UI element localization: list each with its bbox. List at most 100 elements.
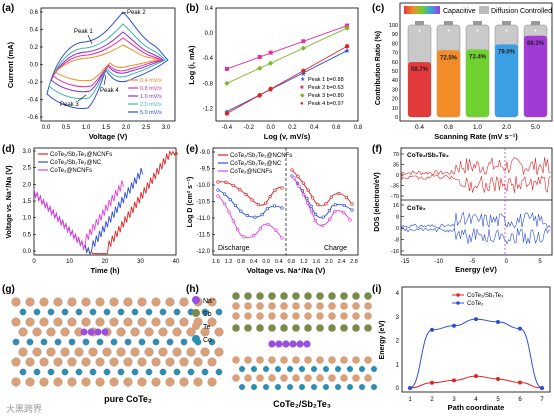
cv-curve-2.0 (48, 23, 166, 100)
fit-line-2 (226, 25, 348, 70)
te-atom (137, 317, 147, 327)
battery-plus: + (533, 28, 537, 35)
data-point (452, 378, 456, 383)
panel-d-ytick: 1.5 (23, 199, 32, 205)
data-point (224, 66, 229, 71)
panel-e-xtick: 1.2 (225, 259, 233, 265)
panel-e-ytick: -9.0 (200, 150, 211, 156)
te-atom (280, 356, 288, 364)
panel-e-xtick: 0.8 (237, 259, 245, 265)
te-atom (165, 297, 175, 307)
co-atom (19, 308, 27, 316)
panel-a-xtick: 3.0 (162, 125, 171, 131)
te-atom (109, 317, 119, 327)
panel-c-ytick: 50 (392, 69, 398, 75)
co-atom (117, 368, 125, 376)
sb-atom (280, 324, 288, 332)
data-point (258, 227, 262, 231)
te-atom (39, 377, 49, 387)
data-point (337, 191, 341, 196)
legend-entry: Co (203, 337, 212, 344)
co-atom (75, 308, 83, 316)
te-atom (151, 297, 161, 307)
co-atom (75, 368, 83, 376)
peak-1-label: Peak 1 (74, 29, 93, 35)
legend-entry: Na⁺ (203, 297, 216, 305)
panel-g: (g) pure CoTe₂ (2, 284, 224, 404)
te-atom (11, 297, 21, 307)
battery-plus: + (417, 28, 421, 35)
te-atom (32, 347, 42, 357)
crystal-structure-cote2 (11, 297, 224, 387)
data-point (236, 228, 240, 232)
te-atom (280, 312, 288, 320)
dos-bottom-spin-down (401, 227, 551, 245)
te-atom (123, 297, 133, 307)
te-atom (172, 327, 182, 337)
legend-entry: CoTe₂/Sb₂Te₃@NC (230, 161, 282, 167)
co-atom (173, 308, 181, 316)
te-atom (137, 377, 147, 387)
te-atom (11, 377, 21, 387)
cv-curve-0.4 (54, 44, 161, 82)
data-point (222, 192, 227, 196)
panel-e-ytick: -10.0 (196, 183, 210, 189)
legend-diffusion: Diffusion Controlled (491, 8, 552, 15)
co-atom (159, 308, 167, 316)
data-point (496, 319, 500, 324)
sb-atom (256, 292, 264, 300)
dos-top-spin-down (401, 174, 551, 194)
panel-a-ytick: 0.4 (30, 28, 39, 34)
te-atom (244, 374, 252, 382)
panel-c-frame (399, 2, 553, 122)
charge-curve-3 (293, 177, 351, 226)
panel-a-ylabel: Current (mA) (6, 41, 15, 88)
panel-c-ytick: 80 (392, 41, 398, 47)
panel-f-bottom-ytick: -16 (391, 249, 399, 255)
panel-i-ytick: 0 (396, 386, 400, 392)
te-atom (292, 312, 300, 320)
panel-a-xtick: 2.5 (142, 125, 151, 131)
te-atom (352, 312, 360, 320)
te-atom (304, 302, 312, 310)
panel-c: (c) Capacitive Diffusion Controlled 1009… (372, 2, 553, 141)
data-point (257, 65, 263, 71)
data-point (329, 195, 333, 199)
data-point (296, 174, 300, 179)
legend-entry: 0.8 mV/s (140, 86, 162, 92)
data-point (342, 203, 346, 208)
co-atom (110, 338, 118, 346)
co-atom (96, 338, 104, 346)
co-atom (239, 384, 245, 390)
te-atom (25, 357, 35, 367)
co-atom (159, 368, 167, 376)
panel-e-xtick: 1.2 (300, 259, 308, 265)
te-atom (352, 302, 360, 310)
te-atom (232, 356, 240, 364)
panel-a-ytick: -0.2 (28, 80, 39, 86)
sb-atom (292, 292, 300, 300)
te-atom (53, 297, 63, 307)
sb-atom (256, 324, 264, 332)
battery-capacitive (408, 62, 431, 117)
panel-f-bottom-ytick: 16 (393, 203, 399, 209)
te-atom (165, 317, 175, 327)
gitt-curve-ncnfs (33, 149, 179, 256)
sb-atom (316, 292, 324, 300)
te-atom (214, 347, 224, 357)
co-atom (33, 368, 41, 376)
co-atom (275, 384, 281, 390)
co-atom (40, 338, 48, 346)
panel-c-ytick: 40 (392, 78, 398, 84)
panel-f-bottom-title: CoTe₂ (407, 205, 426, 212)
data-point (301, 39, 306, 44)
dos-top-spin-up (401, 157, 551, 176)
co-atom (47, 308, 55, 316)
te-atom (292, 374, 300, 382)
data-point (316, 202, 320, 207)
legend-entry: 1.0 mV/s (140, 94, 162, 100)
co-atom (287, 384, 293, 390)
legend-entry: 2.0 mV/s (140, 102, 162, 108)
data-point (251, 234, 256, 238)
te-atom (158, 327, 168, 337)
